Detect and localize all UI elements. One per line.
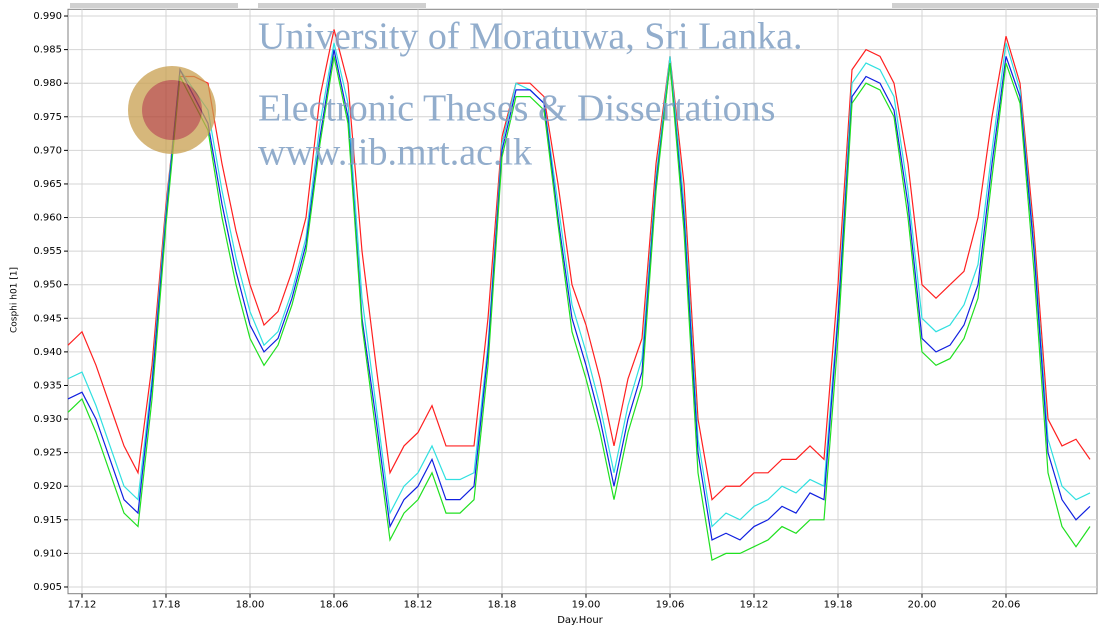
watermark: University of Moratuwa, Sri Lanka. bbox=[258, 16, 803, 58]
y-tick-label: 0.910 bbox=[33, 548, 62, 559]
x-tick-label: 17.12 bbox=[68, 600, 97, 611]
series-line bbox=[67, 29, 1091, 501]
x-tick-label: 20.00 bbox=[908, 600, 937, 611]
series-group bbox=[67, 29, 1091, 562]
x-axis-label: Day.Hour bbox=[557, 615, 603, 625]
y-tick-label: 0.985 bbox=[33, 45, 62, 56]
y-tick-label: 0.925 bbox=[33, 448, 62, 459]
watermark: Electronic Theses & Dissertations bbox=[258, 88, 775, 130]
logo-core bbox=[142, 80, 202, 140]
y-tick-label: 0.965 bbox=[33, 179, 62, 190]
series-line bbox=[67, 49, 1091, 541]
y-tick-label: 0.990 bbox=[33, 11, 62, 22]
grid bbox=[64, 8, 1098, 598]
y-tick-label: 0.930 bbox=[33, 414, 62, 425]
x-tick-label: 18.18 bbox=[488, 600, 517, 611]
y-tick-label: 0.945 bbox=[33, 313, 62, 324]
x-tick-label: 17.18 bbox=[152, 600, 181, 611]
y-tick-label: 0.970 bbox=[33, 145, 62, 156]
y-tick-label: 0.935 bbox=[33, 380, 62, 391]
y-tick-label: 0.960 bbox=[33, 213, 62, 224]
x-tick-label: 18.12 bbox=[404, 600, 433, 611]
watermark: www.lib.mrt.ac.lk bbox=[258, 132, 532, 174]
y-tick-label: 0.940 bbox=[33, 347, 62, 358]
toolbar-tab bbox=[70, 3, 238, 8]
x-tick-label: 18.00 bbox=[236, 600, 265, 611]
x-tick-label: 19.06 bbox=[656, 600, 685, 611]
x-tick-label: 19.18 bbox=[824, 600, 853, 611]
x-tick-label: 19.00 bbox=[572, 600, 601, 611]
y-tick-label: 0.975 bbox=[33, 112, 62, 123]
plot-area bbox=[67, 8, 1098, 595]
x-tick-label: 19.12 bbox=[740, 600, 769, 611]
y-tick-label: 0.980 bbox=[33, 78, 62, 89]
toolbar-tab bbox=[258, 3, 426, 8]
y-axis-label: Cosphi h01 [1] bbox=[10, 267, 20, 333]
y-tick-label: 0.905 bbox=[33, 582, 62, 593]
series-line bbox=[67, 42, 1091, 528]
logo bbox=[128, 66, 216, 154]
y-tick-label: 0.915 bbox=[33, 515, 62, 526]
x-tick-label: 18.06 bbox=[320, 600, 349, 611]
series-line bbox=[67, 56, 1091, 562]
y-tick-label: 0.920 bbox=[33, 481, 62, 492]
x-tick-label: 20.06 bbox=[992, 600, 1021, 611]
y-tick-label: 0.955 bbox=[33, 246, 62, 257]
toolbar-tab bbox=[892, 3, 1099, 8]
y-tick-label: 0.950 bbox=[33, 280, 62, 291]
